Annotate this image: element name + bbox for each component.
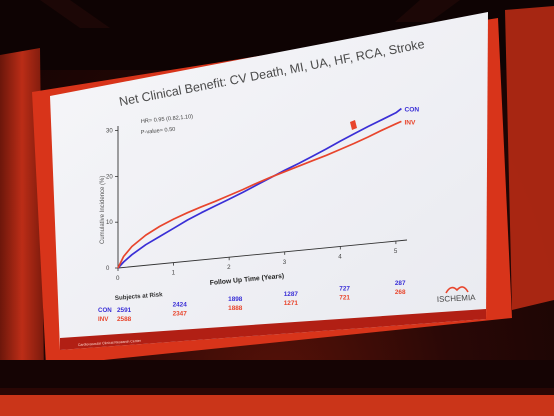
hazard-ratio-text: HR= 0.95 (0.82,1.10)	[141, 114, 194, 125]
risk-rows: CON 2591 2424 1898 1287 727 287 INV 2588 2347 1888…	[98, 280, 406, 323]
x-tick-label: 3	[283, 259, 287, 266]
slide-surface	[50, 12, 488, 350]
x-ticks: 0 1 2 3 4 5	[116, 241, 398, 282]
risk-table-heading: Subjects at Risk	[115, 291, 164, 302]
series-line-inv	[117, 120, 402, 269]
p-value-text: P-value= 0.50	[141, 127, 176, 136]
x-tick-label: 5	[394, 248, 398, 255]
y-tick-label: 20	[106, 174, 113, 180]
risk-value: 2588	[117, 316, 132, 323]
risk-value: 1888	[228, 305, 243, 312]
y-axis-label: Cumulative Incidence (%)	[100, 176, 106, 244]
heart-icon	[445, 286, 469, 294]
series-layer	[117, 107, 402, 269]
risk-value: 287	[395, 280, 406, 287]
x-tick-label: 1	[172, 270, 176, 277]
x-axis-line	[117, 239, 408, 269]
risk-value: 2424	[173, 302, 188, 309]
logo-text: ISCHEMIA	[437, 293, 477, 304]
y-tick-label: 10	[106, 220, 113, 226]
x-tick-label: 4	[338, 253, 342, 260]
slide-footer-stripe	[60, 309, 486, 350]
risk-value: 2591	[117, 307, 132, 314]
slide-footer-text: Cardiovascular Clinical Research Center	[78, 339, 142, 347]
risk-value: 1271	[284, 300, 299, 307]
risk-row-label: CON	[98, 307, 112, 314]
laser-pointer-mark	[350, 120, 357, 130]
risk-row-label: INV	[98, 316, 109, 323]
series-labels: CON INV	[404, 107, 419, 127]
risk-value: 1898	[228, 296, 243, 303]
x-tick-label: 2	[227, 264, 231, 271]
y-tick-label: 30	[106, 129, 113, 135]
risk-value: 268	[395, 289, 406, 296]
y-tick-label: 0	[106, 266, 110, 272]
series-label-con: CON	[404, 107, 419, 114]
series-line-con	[117, 107, 402, 269]
x-tick-label: 0	[116, 275, 120, 282]
risk-value: 727	[339, 285, 350, 292]
risk-value: 721	[339, 294, 350, 301]
risk-value: 2347	[173, 311, 188, 318]
series-label-inv: INV	[404, 119, 416, 126]
y-ticks: 0 10 20 30	[106, 129, 118, 272]
risk-table: Subjects at Risk CON 2591 2424 1898 1287 727 2…	[98, 280, 406, 323]
ischemia-logo: ISCHEMIA	[437, 286, 477, 304]
risk-value: 1287	[284, 291, 299, 298]
